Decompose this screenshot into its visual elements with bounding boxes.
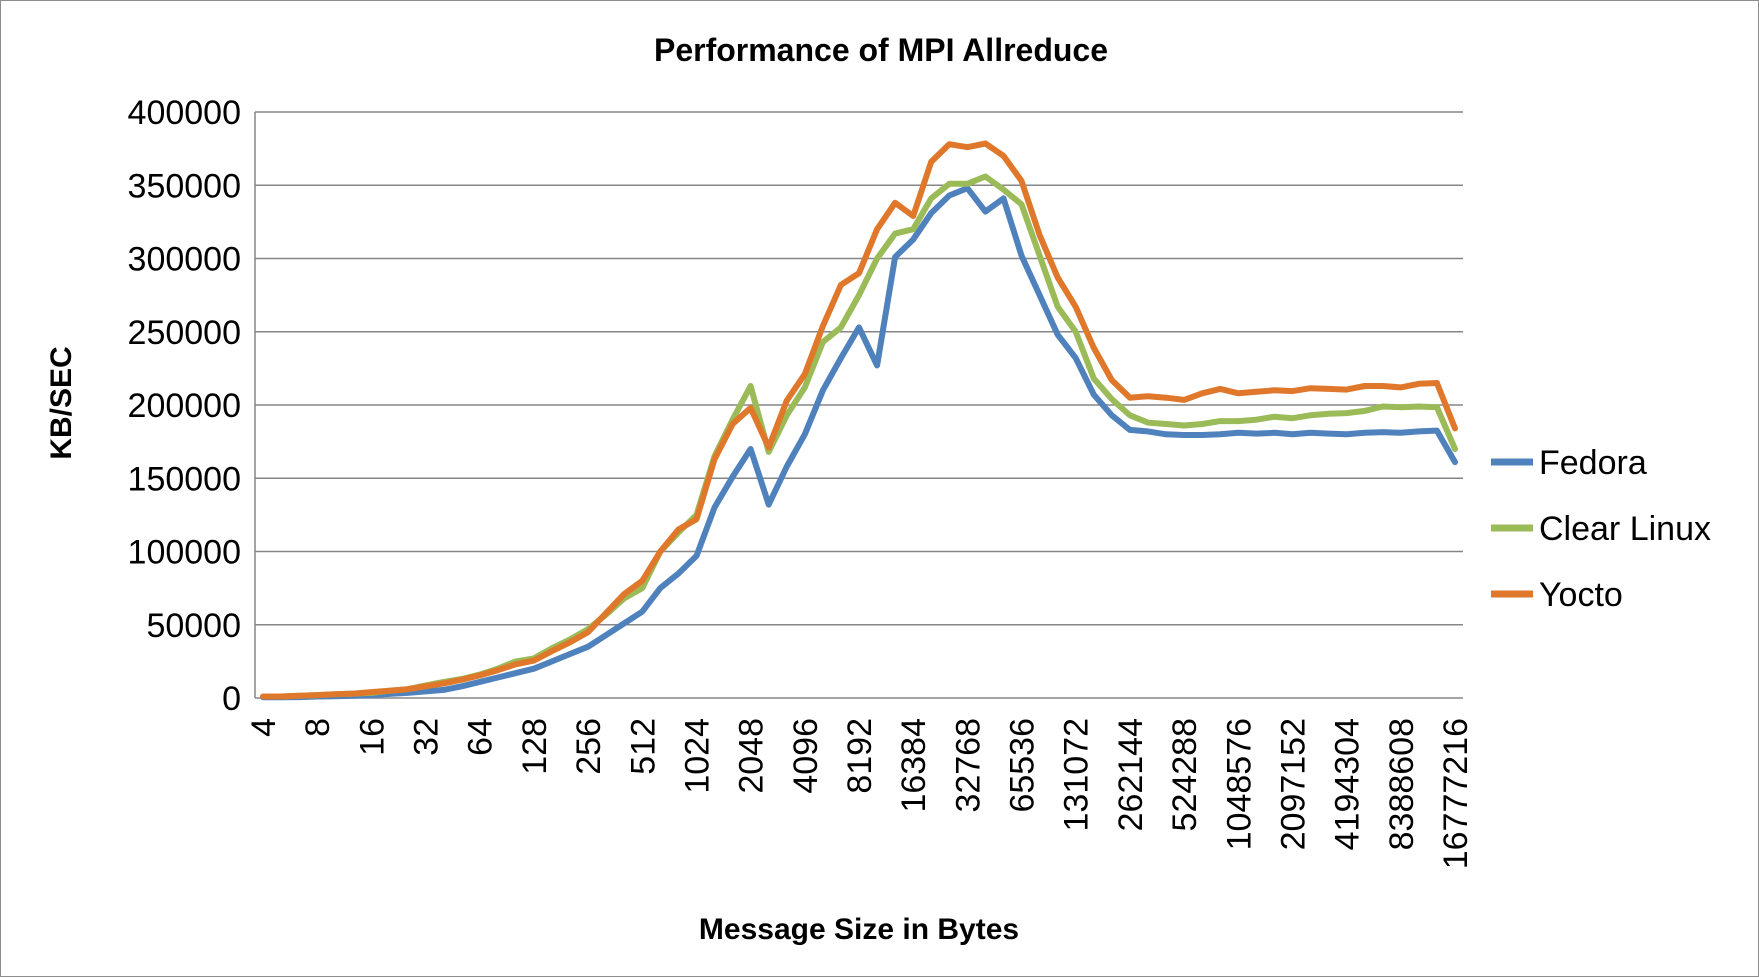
series-layer [260,140,1458,701]
legend: Fedora Clear Linux Yocto [1491,444,1711,614]
y-tick-label: 300000 [128,241,241,279]
x-tick-label: 262144 [1112,718,1150,831]
legend-label-yocto: Yocto [1539,576,1623,614]
x-tick-label: 16777216 [1437,718,1475,869]
y-tick-label: 400000 [128,94,241,132]
chart-title: Performance of MPI Allreduce [654,32,1108,68]
y-tick-label: 250000 [128,314,241,352]
x-tick-label: 4096 [787,718,825,794]
x-tick-label: 16 [353,718,391,756]
series-line-clear-linux [260,173,1458,700]
x-tick-label: 1048576 [1220,718,1258,850]
x-tick-label: 256 [570,718,608,775]
legend-label-clear-linux: Clear Linux [1539,510,1711,548]
x-tick-label: 131072 [1058,718,1096,831]
x-tick-label: 2048 [733,718,771,794]
x-tick-label: 8 [299,718,337,737]
x-tick-label: 32 [408,718,446,756]
x-tick-labels: 4 8 16 32 64 128 256 512 1024 2048 4096 8192 16384 32… [245,718,1475,869]
grid-layer [254,111,1463,699]
x-tick-label: 16384 [895,718,933,813]
y-tick-label: 150000 [128,460,241,498]
x-tick-label: 4 [245,718,283,737]
y-tick-label: 100000 [128,534,241,572]
x-tick-label: 64 [462,718,500,756]
x-tick-label: 2097152 [1274,718,1312,850]
y-tick-label: 200000 [128,387,241,425]
x-axis-title: Message Size in Bytes [699,913,1019,946]
x-tick-label: 32768 [949,718,987,813]
x-tick-label: 524288 [1166,718,1204,831]
legend-label-fedora: Fedora [1539,444,1647,482]
series-line-fedora [260,185,1458,701]
x-tick-label: 1024 [678,718,716,794]
x-tick-label: 8388608 [1383,718,1421,850]
x-tick-label: 4194304 [1329,718,1367,850]
y-tick-label: 0 [222,680,241,718]
y-axis-title: KB/SEC [45,346,78,459]
series-line-yocto [260,140,1458,700]
y-tick-labels: 0 50000 100000 150000 200000 250000 300000 3500… [128,94,241,718]
x-tick-label: 512 [624,718,662,775]
x-tick-label: 65536 [1004,718,1042,813]
y-tick-label: 50000 [146,607,241,645]
y-tick-label: 350000 [128,167,241,205]
x-tick-label: 8192 [841,718,879,794]
x-tick-label: 128 [516,718,554,775]
